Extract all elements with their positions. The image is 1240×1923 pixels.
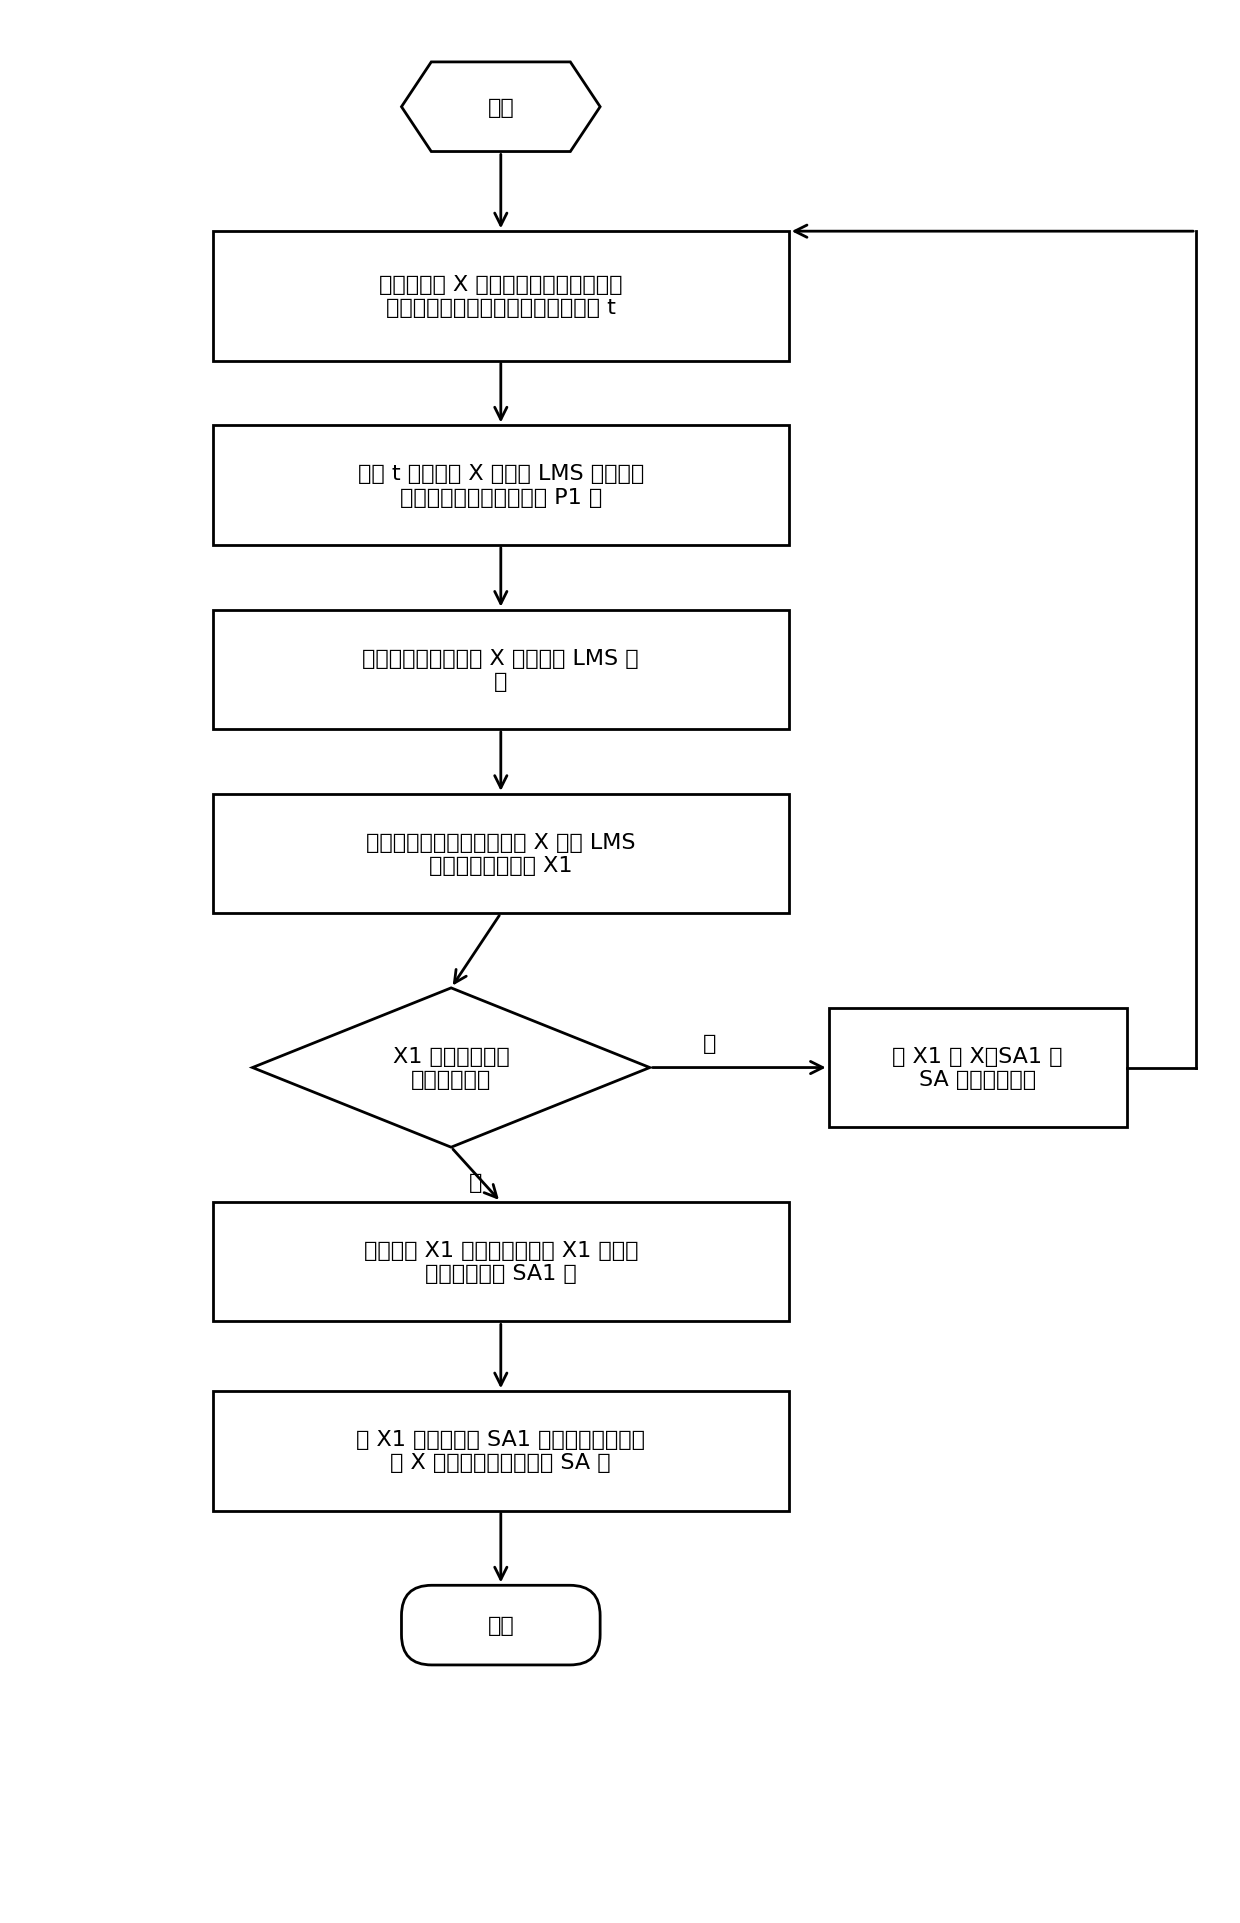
FancyBboxPatch shape: [213, 427, 789, 546]
Polygon shape: [402, 63, 600, 152]
FancyBboxPatch shape: [402, 1585, 600, 1665]
Text: X1 中每个字符都
是唯一的吗？: X1 中每个字符都 是唯一的吗？: [393, 1046, 510, 1090]
Text: 是: 是: [469, 1173, 482, 1192]
FancyBboxPatch shape: [213, 233, 789, 362]
Text: 否: 否: [703, 1033, 715, 1054]
Text: 开始: 开始: [487, 98, 515, 117]
Text: 扫描 t 一次找出 X 中所有 LMS 子串出现
的位置，结果保存在数组 P1 中: 扫描 t 一次找出 X 中所有 LMS 子串出现 的位置，结果保存在数组 P1 …: [357, 463, 644, 508]
FancyBboxPatch shape: [828, 1008, 1127, 1127]
FancyBboxPatch shape: [213, 610, 789, 729]
Text: 多线程并行归纳排序 X 中的所有 LMS 子
串: 多线程并行归纳排序 X 中的所有 LMS 子 串: [362, 648, 639, 692]
Text: 直接排序 X1 中各后缀来计算 X1 的后缀
数组并保存至 SA1 中: 直接排序 X1 中各后缀来计算 X1 的后缀 数组并保存至 SA1 中: [363, 1240, 639, 1285]
Text: 以 X1 为 X，SA1 为
SA 作为参数递归: 以 X1 为 X，SA1 为 SA 作为参数递归: [893, 1046, 1063, 1090]
FancyBboxPatch shape: [213, 794, 789, 913]
Text: 多线程并行重命名排序后的 X 中各 LMS
子串，形成字符串 X1: 多线程并行重命名排序后的 X 中各 LMS 子串，形成字符串 X1: [366, 833, 636, 875]
FancyBboxPatch shape: [213, 1202, 789, 1321]
Text: 结束: 结束: [487, 1615, 515, 1635]
Polygon shape: [253, 988, 650, 1148]
Text: 从 X1 的后缀数组 SA1 多线程并行归纳计
算 X 的后缀数组并保存至 SA 中: 从 X1 的后缀数组 SA1 多线程并行归纳计 算 X 的后缀数组并保存至 SA…: [356, 1429, 645, 1473]
Text: 扫描字符串 X 一次，计算字符串中每个
字符和后缀的类型，结果保存在数组 t: 扫描字符串 X 一次，计算字符串中每个 字符和后缀的类型，结果保存在数组 t: [379, 275, 622, 319]
FancyBboxPatch shape: [213, 1392, 789, 1511]
